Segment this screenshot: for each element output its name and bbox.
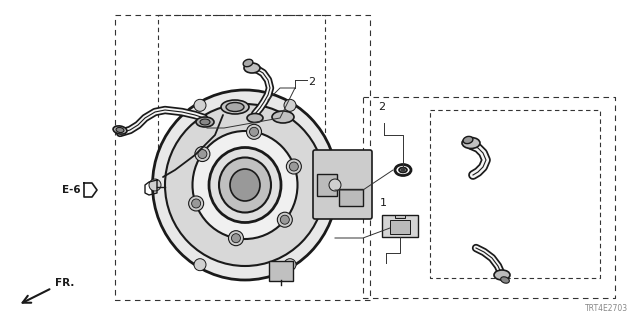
Ellipse shape	[494, 270, 510, 280]
Text: E-6: E-6	[62, 185, 81, 195]
FancyBboxPatch shape	[317, 174, 337, 196]
Circle shape	[284, 99, 296, 111]
Ellipse shape	[247, 114, 263, 123]
Text: 2: 2	[308, 77, 315, 87]
Text: FR.: FR.	[55, 278, 74, 288]
FancyBboxPatch shape	[395, 215, 405, 218]
Ellipse shape	[226, 102, 244, 111]
Ellipse shape	[221, 100, 249, 114]
Circle shape	[198, 149, 207, 158]
Ellipse shape	[399, 167, 407, 172]
FancyBboxPatch shape	[313, 150, 372, 219]
Circle shape	[284, 259, 296, 271]
Text: 2: 2	[378, 102, 385, 112]
Ellipse shape	[196, 117, 214, 127]
Ellipse shape	[209, 148, 281, 222]
Circle shape	[228, 231, 243, 246]
Circle shape	[189, 196, 204, 211]
Ellipse shape	[272, 111, 294, 123]
Ellipse shape	[152, 90, 337, 280]
FancyBboxPatch shape	[390, 220, 410, 234]
Ellipse shape	[401, 169, 404, 171]
FancyBboxPatch shape	[269, 261, 293, 281]
Ellipse shape	[230, 169, 260, 201]
Circle shape	[277, 212, 292, 227]
Circle shape	[329, 179, 341, 191]
Circle shape	[191, 199, 200, 208]
Circle shape	[195, 147, 210, 162]
Circle shape	[250, 127, 259, 136]
Ellipse shape	[243, 59, 253, 67]
Circle shape	[149, 179, 161, 191]
Ellipse shape	[219, 157, 271, 212]
FancyBboxPatch shape	[382, 215, 418, 237]
Ellipse shape	[193, 131, 298, 239]
Circle shape	[232, 234, 241, 243]
Ellipse shape	[395, 164, 411, 175]
Circle shape	[280, 215, 289, 224]
Ellipse shape	[116, 127, 124, 132]
Text: TRT4E2703: TRT4E2703	[585, 304, 628, 313]
Circle shape	[289, 162, 298, 171]
Circle shape	[194, 259, 206, 271]
Ellipse shape	[463, 136, 473, 144]
Ellipse shape	[462, 138, 480, 148]
Circle shape	[194, 99, 206, 111]
Ellipse shape	[500, 277, 509, 283]
Ellipse shape	[200, 119, 210, 125]
Ellipse shape	[113, 126, 127, 134]
FancyBboxPatch shape	[339, 189, 363, 206]
Circle shape	[286, 159, 301, 174]
Ellipse shape	[244, 63, 260, 73]
Circle shape	[246, 124, 262, 139]
Ellipse shape	[165, 104, 325, 266]
Text: 1: 1	[380, 198, 387, 208]
